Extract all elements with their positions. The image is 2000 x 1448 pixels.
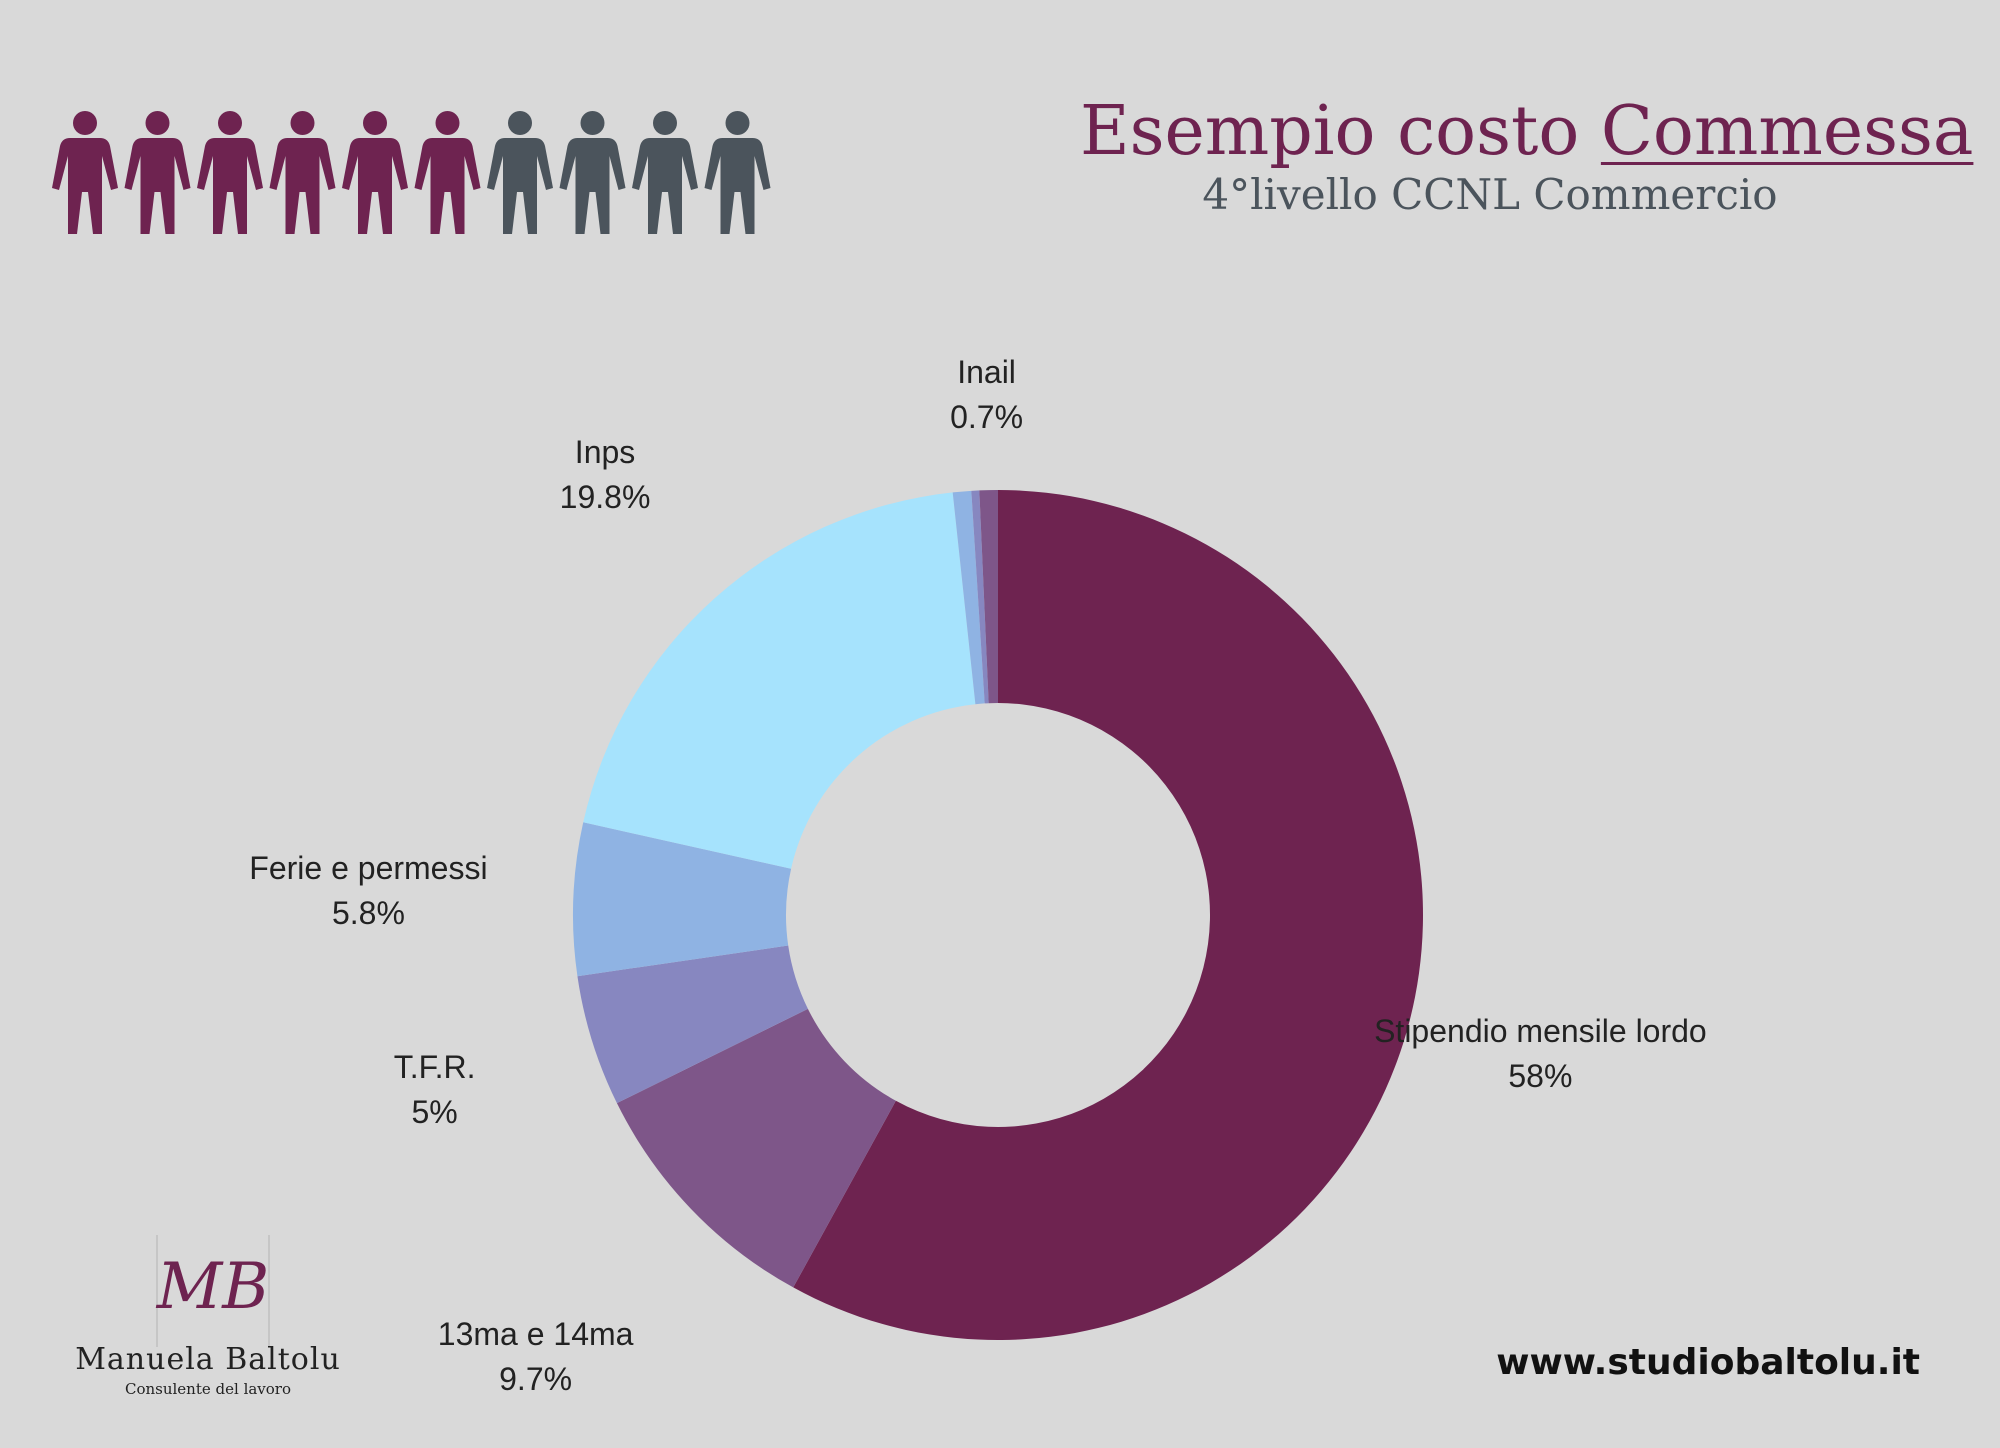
donut-slice [583, 492, 976, 869]
slice-label-value: 58% [1508, 1058, 1573, 1095]
donut-slice [971, 490, 989, 704]
slice-label-value: 19.8% [559, 478, 651, 515]
person-icon [197, 111, 263, 234]
donut-slice [573, 822, 792, 977]
person-icon [269, 111, 336, 234]
slice-label-name: 13ma e 14ma [437, 1316, 634, 1353]
website-link[interactable]: www.studiobaltolu.it [1496, 1342, 1920, 1383]
slice-label-name: Inail [957, 354, 1016, 391]
slice-label: Inps 19.8% [560, 430, 651, 520]
logo-name: Manuela Baltolu [75, 1342, 341, 1377]
slice-label-name: Inps [574, 433, 636, 470]
person-icon [52, 111, 118, 234]
person-icon [414, 111, 481, 234]
slice-label-name: Stipendio mensile lordo [1374, 1013, 1707, 1050]
logo-subtitle: Consulente del lavoro [124, 1380, 292, 1398]
title-emphasis: Commessa [1600, 92, 1974, 171]
logo-frame [156, 1235, 270, 1347]
donut-slice [979, 490, 998, 704]
person-icon [559, 111, 626, 234]
logo: MB Manuela Baltolu Consulente del lavoro [48, 1230, 368, 1400]
logo-monogram: MB [156, 1250, 270, 1324]
person-icon [124, 111, 191, 234]
person-icon [704, 111, 771, 234]
slice-label: 13ma e 14ma 9.7% [438, 1312, 634, 1402]
slice-label-value: 5.8% [331, 895, 405, 932]
slice-label: T.F.R. 5% [394, 1045, 476, 1135]
donut-slice [577, 945, 808, 1104]
slice-label-value: 0.7% [950, 398, 1024, 435]
title-block: Esempio costo Commessa 4°livello CCNL Co… [1080, 92, 1974, 220]
donut-slice [616, 1008, 896, 1288]
slice-label-value: 5% [411, 1094, 458, 1131]
page-subtitle: 4°livello CCNL Commercio [1202, 169, 1778, 219]
slice-label: Inail 0.7% [950, 350, 1023, 440]
person-icon [632, 111, 698, 234]
slice-label-name: Ferie e permessi [249, 850, 488, 887]
donut-slice [793, 490, 1424, 1341]
slice-label: Stipendio mensile lordo 58% [1374, 1009, 1707, 1099]
person-icon [487, 111, 553, 234]
page-title: Esempio costo Commessa [1080, 92, 1974, 171]
slice-label: Ferie e permessi 5.8% [249, 846, 487, 936]
donut-slice [952, 490, 985, 705]
person-icon [342, 111, 408, 234]
slice-label-name: T.F.R. [393, 1049, 476, 1086]
people-icon-row [52, 111, 771, 234]
slice-label-value: 9.7% [499, 1361, 573, 1398]
